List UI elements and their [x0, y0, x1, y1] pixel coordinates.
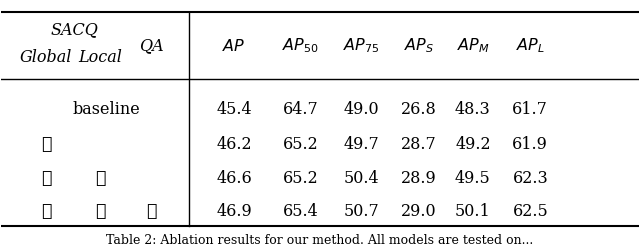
Text: $AP_{75}$: $AP_{75}$ — [343, 36, 380, 55]
Text: 46.6: 46.6 — [216, 170, 252, 186]
Text: ✓: ✓ — [95, 202, 106, 219]
Text: 62.3: 62.3 — [513, 170, 548, 186]
Text: 62.5: 62.5 — [513, 202, 548, 219]
Text: Table 2: Ablation results for our method. All models are tested on...: Table 2: Ablation results for our method… — [106, 234, 534, 246]
Text: $AP_S$: $AP_S$ — [404, 36, 434, 55]
Text: ✓: ✓ — [146, 202, 156, 219]
Text: Local: Local — [78, 48, 122, 66]
Text: 45.4: 45.4 — [216, 100, 252, 117]
Text: 61.9: 61.9 — [513, 135, 548, 152]
Text: 50.4: 50.4 — [344, 170, 380, 186]
Text: ✓: ✓ — [95, 170, 106, 186]
Text: baseline: baseline — [73, 100, 140, 117]
Text: 50.1: 50.1 — [455, 202, 491, 219]
Text: Global: Global — [20, 48, 72, 66]
Text: ✓: ✓ — [41, 135, 51, 152]
Text: ✓: ✓ — [41, 170, 51, 186]
Text: $AP_{50}$: $AP_{50}$ — [282, 36, 319, 55]
Text: QA: QA — [139, 38, 163, 54]
Text: $AP$: $AP$ — [222, 38, 246, 54]
Text: 65.2: 65.2 — [283, 135, 319, 152]
Text: 28.7: 28.7 — [401, 135, 436, 152]
Text: 49.5: 49.5 — [455, 170, 491, 186]
Text: 49.7: 49.7 — [344, 135, 380, 152]
Text: 49.2: 49.2 — [455, 135, 491, 152]
Text: 26.8: 26.8 — [401, 100, 436, 117]
Text: 50.7: 50.7 — [344, 202, 380, 219]
Text: 61.7: 61.7 — [513, 100, 548, 117]
Text: 65.2: 65.2 — [283, 170, 319, 186]
Text: $AP_M$: $AP_M$ — [456, 36, 490, 55]
Text: 29.0: 29.0 — [401, 202, 436, 219]
Text: SACQ: SACQ — [51, 21, 99, 38]
Text: ✓: ✓ — [41, 202, 51, 219]
Text: 49.0: 49.0 — [344, 100, 380, 117]
Text: $AP_L$: $AP_L$ — [516, 36, 545, 55]
Text: 64.7: 64.7 — [283, 100, 319, 117]
Text: 28.9: 28.9 — [401, 170, 436, 186]
Text: 65.4: 65.4 — [283, 202, 319, 219]
Text: 48.3: 48.3 — [455, 100, 491, 117]
Text: 46.2: 46.2 — [216, 135, 252, 152]
Text: 46.9: 46.9 — [216, 202, 252, 219]
